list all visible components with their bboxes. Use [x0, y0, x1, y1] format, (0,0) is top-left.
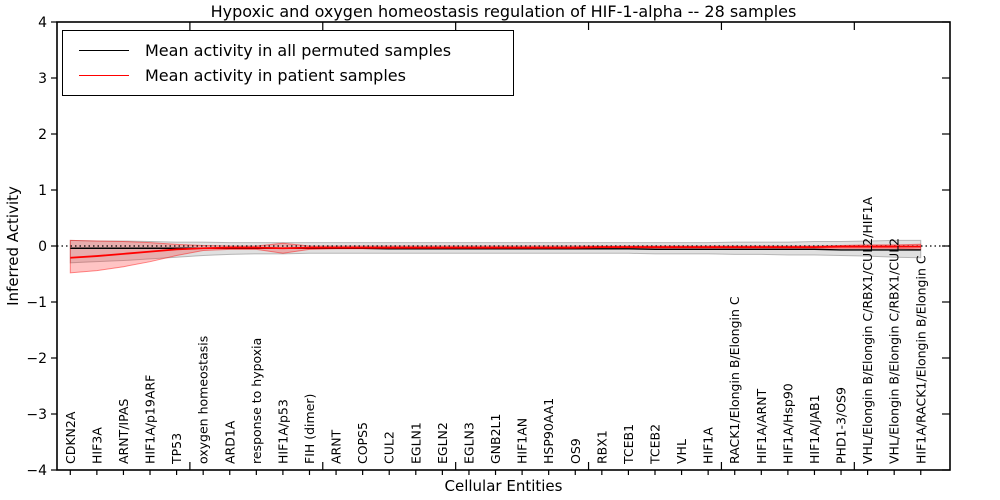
permuted-line-swatch: [79, 50, 129, 51]
x-tick-label: TCEB2: [647, 424, 662, 465]
x-tick-label: ARNT: [329, 429, 344, 464]
x-tick-label: ARNT/IPAS: [116, 399, 131, 464]
y-tick-label: −4: [26, 463, 47, 479]
x-tick-label: HIF1A/Hsp90: [780, 383, 795, 464]
x-tick-label: EGLN2: [435, 422, 450, 464]
x-tick-label: TP53: [169, 433, 184, 465]
x-tick-label: OS9: [568, 438, 583, 464]
y-tick-label: −2: [26, 351, 47, 367]
x-tick-label: oxygen homeostasis: [196, 336, 211, 464]
chart-title: Hypoxic and oxygen homeostasis regulatio…: [210, 2, 797, 21]
patient-mean-line: [70, 245, 921, 259]
x-tick-label: HIF1A/RACK1/Elongin B/Elongin C: [913, 255, 928, 464]
x-tick-label: COPS5: [355, 422, 370, 464]
y-tick-label: 2: [38, 127, 47, 143]
y-tick-label: −3: [26, 407, 47, 423]
x-tick-label: PHD1-3/OS9: [834, 387, 849, 464]
legend-item-patient: Mean activity in patient samples: [63, 66, 513, 85]
x-tick-label: HIF1A/p53: [275, 399, 290, 464]
x-tick-label: HIF1A/p19ARF: [143, 375, 158, 464]
y-tick-label: −1: [26, 295, 47, 311]
x-tick-label: FIH (dimer): [302, 394, 317, 464]
x-tick-label: RACK1/Elongin B/Elongin C: [727, 296, 742, 464]
y-tick-label: 0: [38, 239, 47, 255]
x-tick-label: HIF1AN: [515, 418, 530, 464]
x-tick-label: RBX1: [594, 430, 609, 464]
x-tick-label: HIF3A: [89, 427, 104, 464]
legend-label-permuted: Mean activity in all permuted samples: [145, 41, 452, 60]
x-tick-label: VHL: [674, 439, 689, 464]
legend: Mean activity in all permuted samples Me…: [62, 30, 514, 96]
y-tick-label: 3: [38, 71, 47, 87]
x-tick-label: GNB2L1: [488, 414, 503, 464]
x-tick-label: response to hypoxia: [249, 338, 264, 464]
x-tick-label: HIF1A: [701, 427, 716, 464]
x-tick-label: HIF1A/JAB1: [807, 394, 822, 464]
x-tick-label: HSP90AA1: [541, 398, 556, 464]
x-tick-label: CDKN2A: [63, 411, 78, 464]
patient-line-swatch: [79, 75, 129, 76]
x-tick-label: VHL/Elongin B/Elongin C/RBX1/CUL2/HIF1A: [860, 196, 875, 464]
x-tick-label: VHL/Elongin B/Elongin C/RBX1/CUL2: [887, 238, 902, 464]
legend-item-permuted: Mean activity in all permuted samples: [63, 41, 513, 60]
y-axis-label: Inferred Activity: [4, 186, 22, 306]
legend-label-patient: Mean activity in patient samples: [145, 66, 406, 85]
x-tick-label: EGLN1: [408, 422, 423, 464]
x-tick-label: TCEB1: [621, 424, 636, 465]
y-tick-label: 1: [38, 183, 47, 199]
x-tick-label: ARD1A: [222, 420, 237, 464]
x-tick-label: CUL2: [382, 431, 397, 464]
x-axis-label: Cellular Entities: [444, 477, 563, 495]
x-tick-label: HIF1A/ARNT: [754, 388, 769, 464]
x-tick-label: EGLN3: [461, 422, 476, 464]
y-tick-label: 4: [38, 15, 47, 31]
